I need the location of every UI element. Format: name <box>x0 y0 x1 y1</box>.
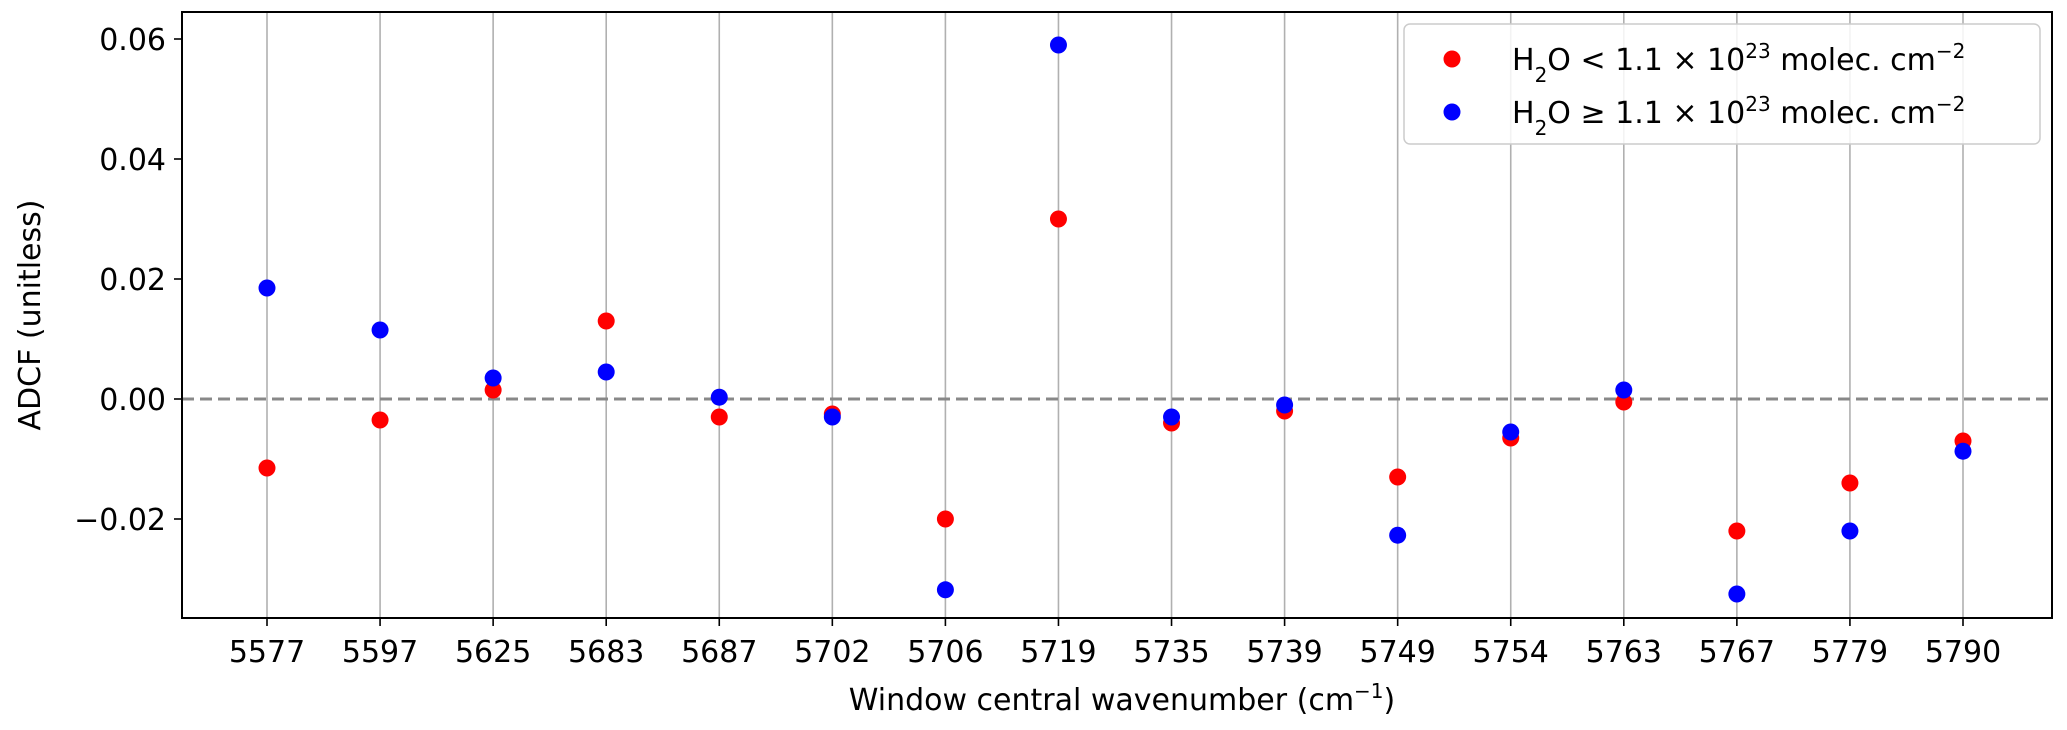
data-point-series-1 <box>597 312 615 330</box>
plot-frame <box>181 11 2053 619</box>
legend-label-series-1: H2O < 1.1 × 1023 molec. cm−2 <box>1512 39 1965 87</box>
x-tick-label: 5597 <box>342 635 418 670</box>
data-point-series-2 <box>1389 526 1407 544</box>
x-axis-ticks: 5577 5597 5625 5683 5687 5702 5706 5719 5735 5739… <box>229 618 2001 670</box>
data-point-series-1 <box>1389 468 1407 486</box>
x-axis-label: Window central wavenumber (cm−1) <box>849 679 1396 718</box>
legend-marker-series-2 <box>1443 103 1461 121</box>
data-point-series-2 <box>371 321 389 339</box>
x-tick-label: 5687 <box>681 635 757 670</box>
x-axis-label-unit-exponent: −1 <box>1354 679 1383 703</box>
legend: H2O < 1.1 × 1023 molec. cm−2 H2O ≥ 1.1 × … <box>1403 23 2041 145</box>
data-point-series-1 <box>1049 210 1067 228</box>
x-tick-label: 5683 <box>568 635 644 670</box>
legend-box <box>1403 23 2041 145</box>
y-axis-label: ADCF (unitless) <box>13 200 48 431</box>
y-tick-label: 0.06 <box>99 23 166 58</box>
data-point-series-2 <box>936 581 954 599</box>
data-point-series-2 <box>1502 423 1520 441</box>
data-point-series-2 <box>823 408 841 426</box>
x-tick-label: 5739 <box>1246 635 1322 670</box>
x-axis-label-tail: ) <box>1384 683 1396 718</box>
points-layer <box>258 36 1972 603</box>
x-tick-label: 5767 <box>1699 635 1775 670</box>
x-tick-label: 5735 <box>1133 635 1209 670</box>
x-tick-label: 5625 <box>455 635 531 670</box>
data-point-series-1 <box>710 408 728 426</box>
data-point-series-2 <box>597 363 615 381</box>
y-tick-label: 0.04 <box>99 143 166 178</box>
data-point-series-2 <box>710 388 728 406</box>
x-tick-label: 5754 <box>1473 635 1549 670</box>
data-point-series-1 <box>484 381 502 399</box>
data-point-series-1 <box>258 459 276 477</box>
data-point-series-1 <box>371 411 389 429</box>
legend-label-series-2: H2O ≥ 1.1 × 1023 molec. cm−2 <box>1512 92 1965 140</box>
data-point-series-2 <box>1728 585 1746 603</box>
x-tick-label: 5706 <box>907 635 983 670</box>
y-tick-label: 0.02 <box>99 263 166 298</box>
y-tick-label: −0.02 <box>74 503 166 538</box>
data-point-series-2 <box>1954 442 1972 460</box>
x-tick-label: 5779 <box>1812 635 1888 670</box>
x-tick-label: 5749 <box>1359 635 1435 670</box>
data-point-series-1 <box>1615 393 1633 411</box>
data-point-series-2 <box>258 279 276 297</box>
data-point-series-1 <box>1728 522 1746 540</box>
x-axis-label-text: Window central wavenumber (cm <box>849 683 1354 718</box>
data-point-series-2 <box>1276 396 1294 414</box>
x-tick-label: 5577 <box>229 635 305 670</box>
legend-marker-series-1 <box>1443 50 1461 68</box>
x-tick-label: 5719 <box>1020 635 1096 670</box>
legend-entries: H2O < 1.1 × 1023 molec. cm−2 H2O ≥ 1.1 × … <box>1443 39 1965 140</box>
data-point-series-2 <box>484 369 502 387</box>
x-tick-label: 5702 <box>794 635 870 670</box>
data-point-series-2 <box>1163 408 1181 426</box>
x-tick-label: 5763 <box>1586 635 1662 670</box>
data-point-series-1 <box>1841 474 1859 492</box>
data-point-series-2 <box>1049 36 1067 54</box>
data-point-series-2 <box>1615 381 1633 399</box>
data-point-series-1 <box>936 510 954 528</box>
x-tick-label: 5790 <box>1925 635 2001 670</box>
data-point-series-2 <box>1841 522 1859 540</box>
y-axis-ticks: −0.02 0.00 0.02 0.04 0.06 <box>74 23 182 538</box>
y-tick-label: 0.00 <box>99 383 166 418</box>
